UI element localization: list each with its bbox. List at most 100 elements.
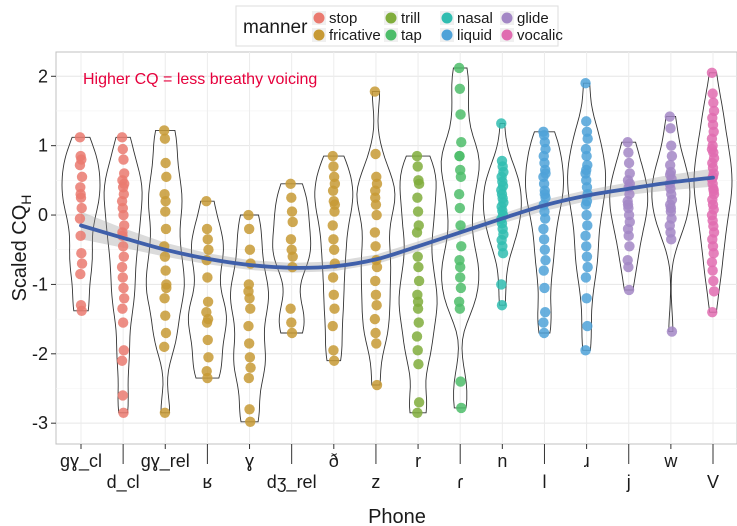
data-point	[582, 261, 593, 273]
legend-key-nasal	[441, 12, 453, 24]
violin-11	[525, 131, 564, 334]
data-point	[201, 223, 213, 235]
data-point	[117, 272, 128, 283]
data-point	[454, 83, 466, 94]
data-point	[117, 390, 128, 401]
data-point	[538, 265, 549, 276]
data-point	[456, 136, 467, 148]
data-point	[666, 234, 677, 245]
legend-label-stop: stop	[329, 10, 357, 27]
legend-label-nasal: nasal	[457, 10, 493, 27]
data-point	[160, 327, 172, 339]
data-point	[623, 157, 635, 169]
data-point	[455, 261, 466, 273]
data-point	[75, 268, 86, 280]
data-point	[371, 261, 383, 273]
data-point	[412, 161, 423, 172]
legend-label-tap: tap	[401, 27, 422, 44]
data-point	[582, 133, 593, 144]
x-tick-label: ɾ	[457, 472, 463, 492]
data-point	[538, 317, 549, 328]
data-point	[456, 402, 467, 414]
data-point	[74, 213, 86, 224]
data-point	[580, 272, 592, 283]
data-point	[582, 220, 593, 231]
data-point	[623, 230, 634, 242]
data-point	[75, 189, 86, 200]
data-point	[708, 248, 719, 259]
data-point	[580, 78, 591, 89]
data-point	[159, 133, 171, 144]
data-point	[244, 244, 256, 255]
data-point	[539, 189, 551, 200]
y-axis-title: Scaled CQH	[9, 195, 34, 302]
data-point	[496, 118, 507, 129]
data-point	[117, 317, 129, 328]
data-point	[706, 257, 718, 268]
data-point	[455, 220, 466, 231]
x-axis-title: Phone	[368, 506, 426, 526]
data-point	[285, 234, 297, 245]
data-point	[708, 185, 719, 196]
data-point	[581, 116, 592, 127]
legend-title: manner	[243, 17, 308, 38]
data-point	[327, 320, 338, 332]
data-point	[202, 272, 213, 283]
data-point	[413, 359, 424, 370]
data-point	[160, 157, 171, 169]
data-point	[413, 261, 424, 273]
data-point	[413, 275, 425, 287]
data-point	[118, 293, 130, 304]
y-tick-label: 2	[38, 66, 48, 86]
violin-2	[145, 129, 185, 414]
data-point	[286, 327, 298, 339]
x-tick-label: ɹ	[584, 451, 590, 471]
data-point	[118, 209, 129, 221]
data-point	[411, 331, 423, 342]
data-point	[581, 195, 593, 207]
legend-key-glide	[501, 12, 513, 24]
y-tick-label: -1	[32, 274, 48, 294]
data-point	[707, 306, 718, 318]
data-point	[371, 338, 382, 349]
x-tick-label: gɣ_cl	[60, 451, 102, 472]
data-point	[286, 317, 297, 328]
data-point	[455, 171, 467, 183]
legend-key-stop	[313, 12, 325, 24]
y-tick-label: -3	[32, 413, 48, 433]
data-point	[539, 213, 551, 224]
data-point	[538, 234, 550, 245]
data-point	[243, 320, 254, 332]
data-point	[455, 109, 466, 120]
smooth-fit	[79, 175, 715, 270]
data-point	[203, 244, 214, 255]
data-point	[581, 251, 593, 262]
data-point	[412, 407, 423, 418]
data-point	[328, 289, 339, 301]
data-point	[328, 244, 340, 255]
data-point	[370, 289, 382, 301]
data-point	[411, 150, 423, 162]
data-point	[581, 209, 592, 221]
x-tick-label: z	[371, 472, 380, 492]
data-point	[370, 275, 381, 287]
data-point	[412, 296, 424, 307]
x-tick-label: j	[626, 472, 631, 492]
legend-label-liquid: liquid	[457, 27, 492, 44]
data-point	[160, 195, 171, 207]
data-point	[327, 220, 338, 231]
data-point	[411, 227, 423, 238]
data-point	[161, 171, 172, 183]
data-point	[159, 407, 171, 418]
data-point	[243, 372, 255, 384]
data-point	[666, 326, 678, 337]
data-point	[243, 209, 254, 221]
data-point	[456, 241, 467, 252]
y-tick-label: 1	[38, 136, 48, 156]
data-point	[118, 407, 129, 418]
data-point	[413, 317, 424, 328]
violin-0	[61, 136, 101, 312]
data-point	[202, 234, 213, 245]
violin-13	[609, 141, 649, 291]
data-point	[708, 97, 719, 108]
